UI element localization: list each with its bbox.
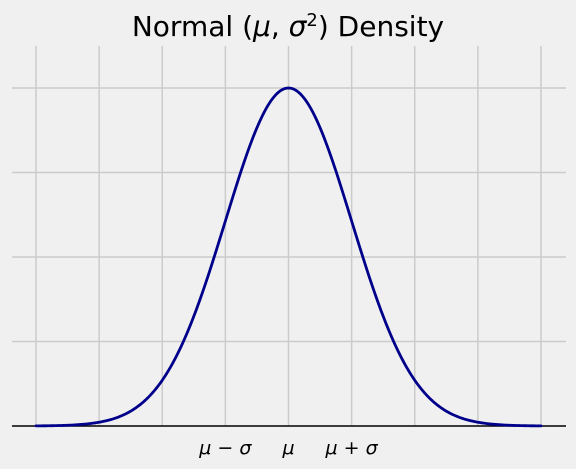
title-comma: ,	[271, 10, 289, 43]
title-mu: μ	[252, 10, 271, 43]
x-tick-labels: μ − σ μ μ + σ	[198, 437, 378, 459]
title-prefix: Normal (	[132, 10, 253, 43]
title-superscript: 2	[306, 10, 317, 31]
title-sigma: σ	[289, 10, 308, 43]
chart-title: Normal (μ, σ2) Density	[132, 10, 444, 44]
x-tick-label: μ − σ	[198, 437, 252, 459]
x-tick-label: μ	[281, 437, 294, 459]
x-tick-label: μ + σ	[325, 437, 379, 459]
grid-layer	[12, 46, 566, 426]
title-suffix: ) Density	[318, 10, 444, 43]
